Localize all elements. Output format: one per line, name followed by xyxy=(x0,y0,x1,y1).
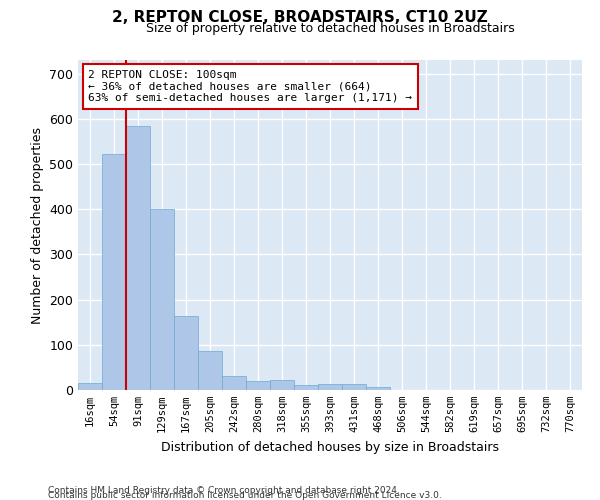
Bar xyxy=(222,376,246,390)
Bar xyxy=(294,386,318,390)
Bar xyxy=(174,316,198,390)
Bar xyxy=(102,154,126,390)
Text: Contains public sector information licensed under the Open Government Licence v3: Contains public sector information licen… xyxy=(48,491,442,500)
Bar xyxy=(342,384,366,390)
Bar xyxy=(78,383,102,390)
Text: 2 REPTON CLOSE: 100sqm
← 36% of detached houses are smaller (664)
63% of semi-de: 2 REPTON CLOSE: 100sqm ← 36% of detached… xyxy=(88,70,412,103)
X-axis label: Distribution of detached houses by size in Broadstairs: Distribution of detached houses by size … xyxy=(161,440,499,454)
Bar xyxy=(366,388,390,390)
Text: 2, REPTON CLOSE, BROADSTAIRS, CT10 2UZ: 2, REPTON CLOSE, BROADSTAIRS, CT10 2UZ xyxy=(112,10,488,25)
Bar xyxy=(318,384,342,390)
Bar xyxy=(270,380,294,390)
Bar xyxy=(126,126,150,390)
Bar xyxy=(198,350,222,390)
Y-axis label: Number of detached properties: Number of detached properties xyxy=(31,126,44,324)
Bar xyxy=(246,381,270,390)
Bar xyxy=(150,209,174,390)
Text: Contains HM Land Registry data © Crown copyright and database right 2024.: Contains HM Land Registry data © Crown c… xyxy=(48,486,400,495)
Title: Size of property relative to detached houses in Broadstairs: Size of property relative to detached ho… xyxy=(146,22,514,35)
